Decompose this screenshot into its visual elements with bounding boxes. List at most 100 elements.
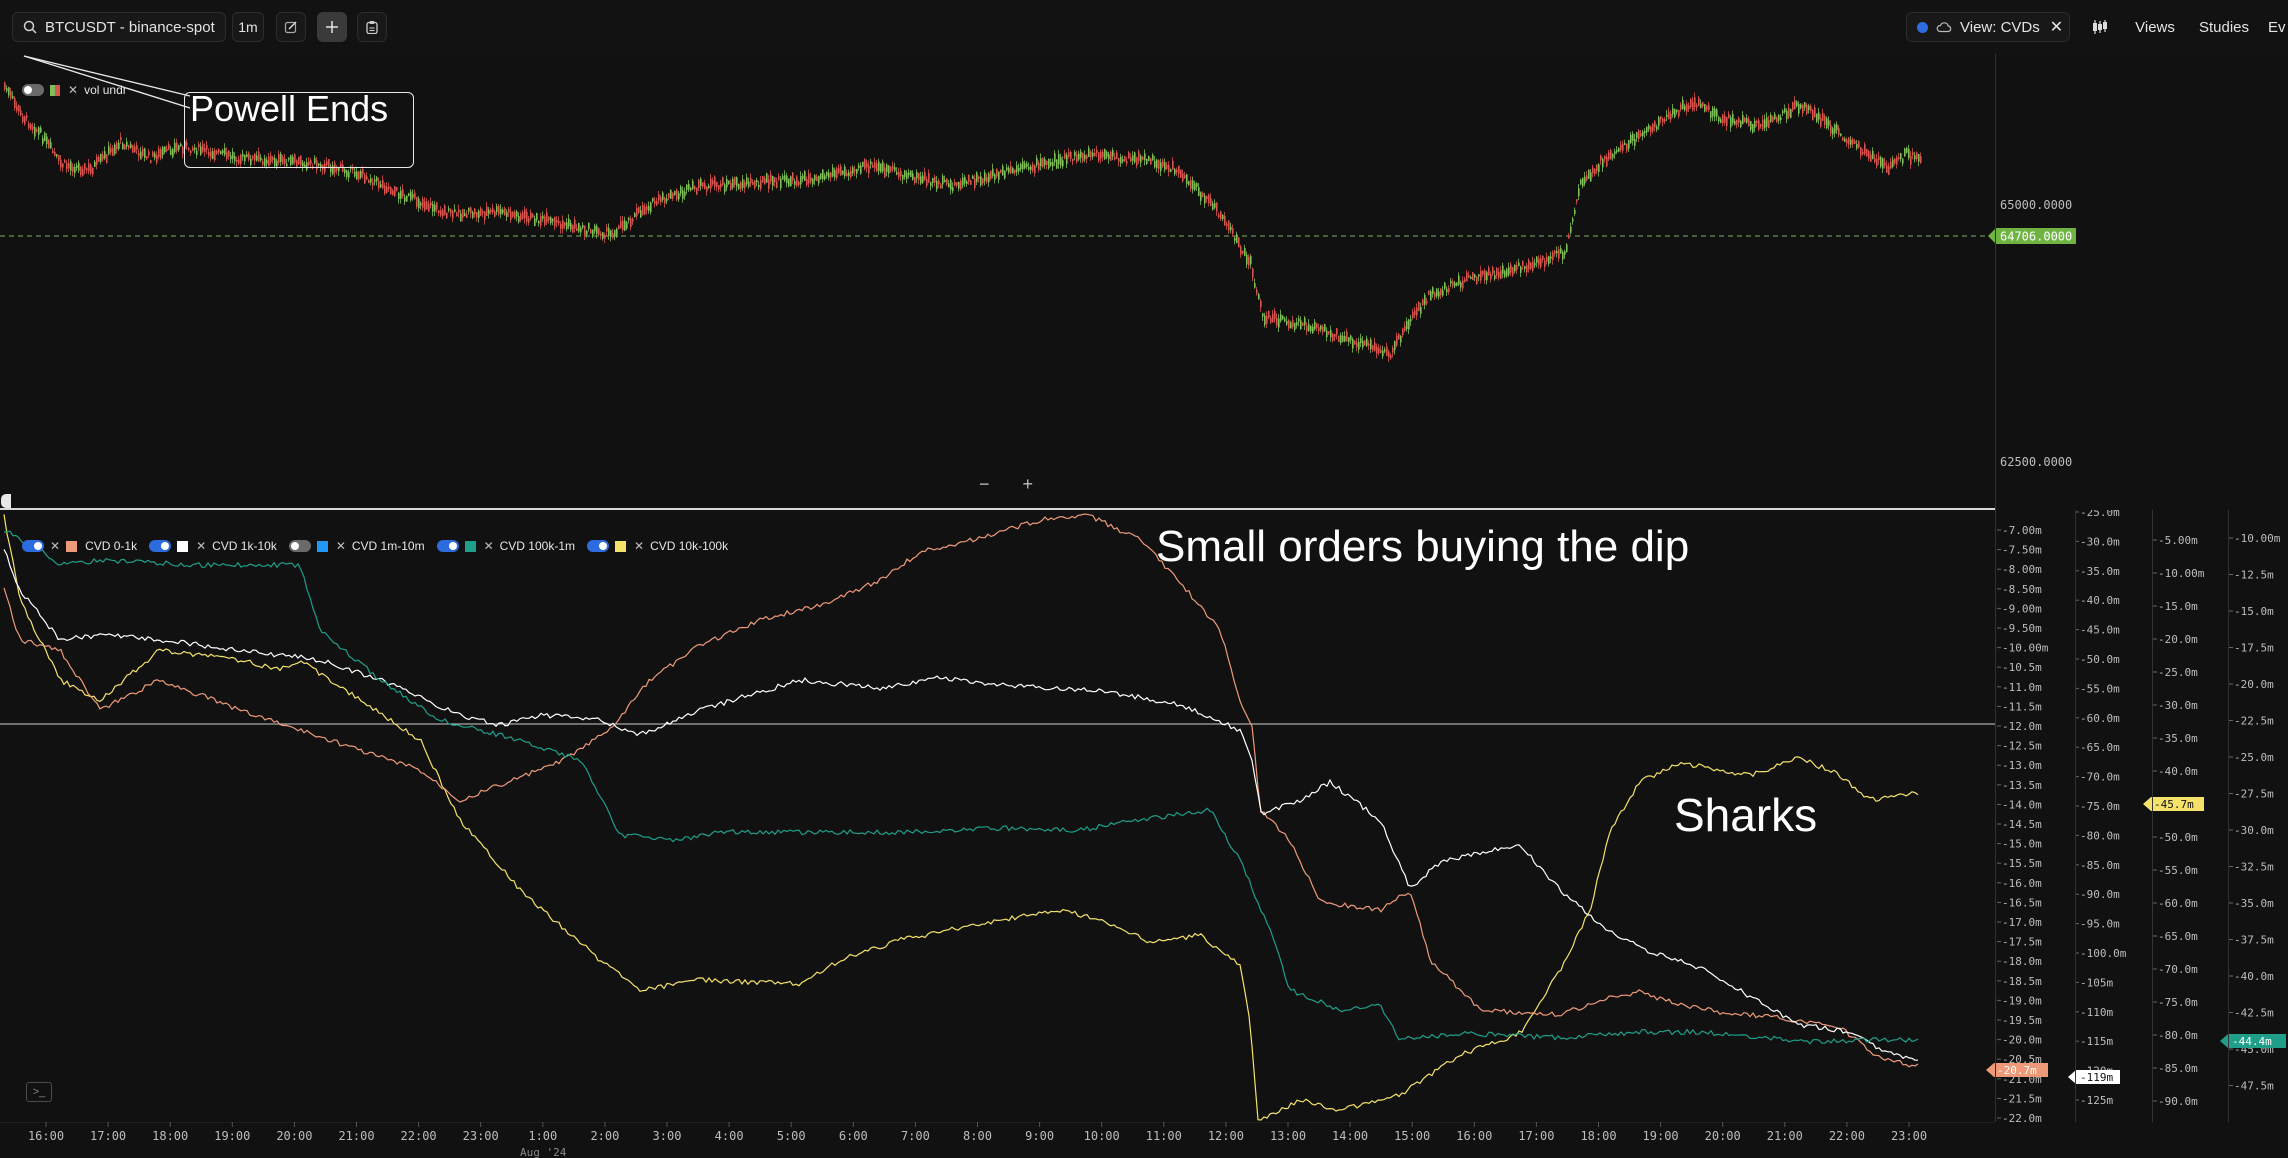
cvd-axis3-tick-label: -55.0m bbox=[2158, 864, 2198, 877]
remove-series-icon[interactable]: ✕ bbox=[634, 539, 645, 553]
time-axis[interactable]: 16:00 17:00 18:00 19:00 20:00 21:00 22:00 23:00… bbox=[0, 1122, 2288, 1158]
candle bbox=[774, 177, 776, 183]
candle bbox=[1608, 152, 1610, 160]
candle bbox=[856, 168, 858, 174]
candle bbox=[734, 176, 736, 185]
cvd-0-1k-swatch[interactable] bbox=[66, 540, 78, 552]
candle bbox=[1574, 209, 1576, 214]
candle bbox=[1196, 183, 1198, 187]
time-tick-label: 16:00 bbox=[28, 1129, 64, 1143]
candle bbox=[1240, 246, 1242, 255]
cvd-1k-10k-swatch[interactable] bbox=[177, 540, 189, 552]
cvd-axis1-tick-label: -12.5m bbox=[2002, 740, 2042, 753]
remove-series-icon[interactable]: ✕ bbox=[196, 539, 207, 553]
time-tick-label: 6:00 bbox=[839, 1129, 868, 1143]
studies-button[interactable]: Studies bbox=[2192, 12, 2256, 42]
candle bbox=[486, 206, 488, 216]
remove-series-icon[interactable]: ✕ bbox=[50, 539, 61, 553]
candle bbox=[1666, 114, 1668, 117]
candle bbox=[1686, 104, 1688, 112]
candle bbox=[840, 165, 842, 176]
symbol-search-button[interactable]: BTCUSDT - binance-spot bbox=[12, 12, 226, 42]
cvd-100k-1m-swatch[interactable] bbox=[464, 540, 476, 552]
cvd-1k-10k-line bbox=[3, 549, 1919, 1061]
candle bbox=[474, 208, 476, 215]
candle bbox=[414, 192, 416, 199]
candle bbox=[1316, 323, 1318, 328]
candle bbox=[694, 186, 696, 190]
pane-separator[interactable] bbox=[0, 508, 1995, 510]
candle bbox=[580, 227, 582, 233]
remove-series-icon[interactable]: ✕ bbox=[483, 539, 494, 553]
candle bbox=[1440, 288, 1442, 296]
candle bbox=[998, 171, 1000, 180]
timeframe-button[interactable]: 1m bbox=[232, 12, 264, 42]
cvd-axis1-tick-label: -18.5m bbox=[2002, 975, 2042, 988]
cvd-0-1k-toggle[interactable] bbox=[22, 540, 44, 552]
cvd-chart[interactable]: -7.00m -7.50m -8.00m -8.50m -9.00m -9.50m -10.… bbox=[0, 510, 2288, 1122]
more-menu-button[interactable]: Ev bbox=[2268, 12, 2288, 42]
candle bbox=[468, 207, 470, 212]
vol-toggle[interactable] bbox=[22, 84, 44, 96]
chart-type-button[interactable] bbox=[2084, 12, 2116, 42]
terminal-icon[interactable]: >_ bbox=[26, 1082, 52, 1102]
price-chart[interactable]: 65000.0000 62500.0000 64706.0000 bbox=[0, 54, 2288, 508]
candle bbox=[1636, 132, 1638, 139]
cvd-axis4-tick-label: -27.5m bbox=[2234, 788, 2274, 801]
candle bbox=[1204, 195, 1206, 204]
small-orders-annotation[interactable]: Small orders buying the dip bbox=[1156, 522, 1690, 571]
candle bbox=[828, 172, 830, 178]
candle bbox=[536, 212, 538, 220]
cvd-1m-10m-toggle[interactable] bbox=[288, 540, 311, 552]
candle bbox=[1054, 153, 1056, 163]
candle bbox=[1766, 117, 1768, 127]
cvd-1k-10k-toggle[interactable] bbox=[149, 540, 172, 552]
candle bbox=[764, 178, 766, 185]
candle bbox=[1824, 115, 1826, 125]
powell-annotation-box[interactable] bbox=[184, 92, 414, 168]
crosshair-button[interactable] bbox=[317, 12, 347, 42]
candle bbox=[550, 217, 552, 223]
candle bbox=[1244, 248, 1246, 256]
candle bbox=[1754, 120, 1756, 128]
view-label: View: CVDs bbox=[1960, 18, 2040, 36]
cvd-10k-100k-swatch[interactable] bbox=[615, 540, 626, 552]
close-view-icon[interactable]: ✕ bbox=[2049, 19, 2064, 36]
candle bbox=[358, 171, 360, 180]
candle bbox=[60, 159, 62, 168]
cvd-axis3-tick-label: -5.00m bbox=[2158, 534, 2198, 547]
candle bbox=[1402, 328, 1404, 336]
views-button[interactable]: Views bbox=[2130, 12, 2180, 42]
candle bbox=[230, 155, 232, 160]
candle bbox=[1612, 154, 1614, 158]
pane-handle-icon[interactable] bbox=[1, 494, 11, 508]
candle bbox=[1392, 347, 1394, 353]
candle bbox=[36, 129, 38, 132]
clipboard-button[interactable] bbox=[357, 12, 387, 42]
cvd-axis2-tick-label: -35.0m bbox=[2080, 565, 2120, 578]
cvd-100k-1m-toggle[interactable] bbox=[436, 540, 459, 552]
candle bbox=[598, 228, 600, 235]
candle bbox=[1070, 152, 1072, 159]
candle bbox=[1496, 267, 1498, 276]
remove-series-icon[interactable]: ✕ bbox=[335, 539, 346, 553]
powell-annotation-text[interactable]: Powell Ends bbox=[190, 88, 389, 129]
candle bbox=[1208, 194, 1210, 204]
timeframe-label: 1m bbox=[238, 19, 258, 35]
candle bbox=[680, 186, 682, 194]
candle bbox=[424, 201, 426, 211]
candle bbox=[440, 210, 442, 216]
remove-study-icon[interactable]: ✕ bbox=[68, 83, 79, 97]
time-tick-label: 7:00 bbox=[901, 1129, 930, 1143]
candle bbox=[1742, 114, 1744, 124]
pane-zoom-controls[interactable]: − + bbox=[979, 474, 1048, 494]
cvd-1m-10m-swatch[interactable] bbox=[316, 540, 328, 552]
sharks-annotation[interactable]: Sharks bbox=[1674, 789, 1818, 841]
draw-tool-button[interactable] bbox=[276, 12, 306, 42]
candle bbox=[1842, 137, 1844, 141]
cvd-axis3-tick-label: -25.0m bbox=[2158, 666, 2198, 679]
view-selector[interactable]: View: CVDs ✕ bbox=[1906, 12, 2070, 42]
candle bbox=[1784, 108, 1786, 113]
candle bbox=[378, 181, 380, 189]
cvd-10k-100k-toggle[interactable] bbox=[587, 540, 609, 552]
